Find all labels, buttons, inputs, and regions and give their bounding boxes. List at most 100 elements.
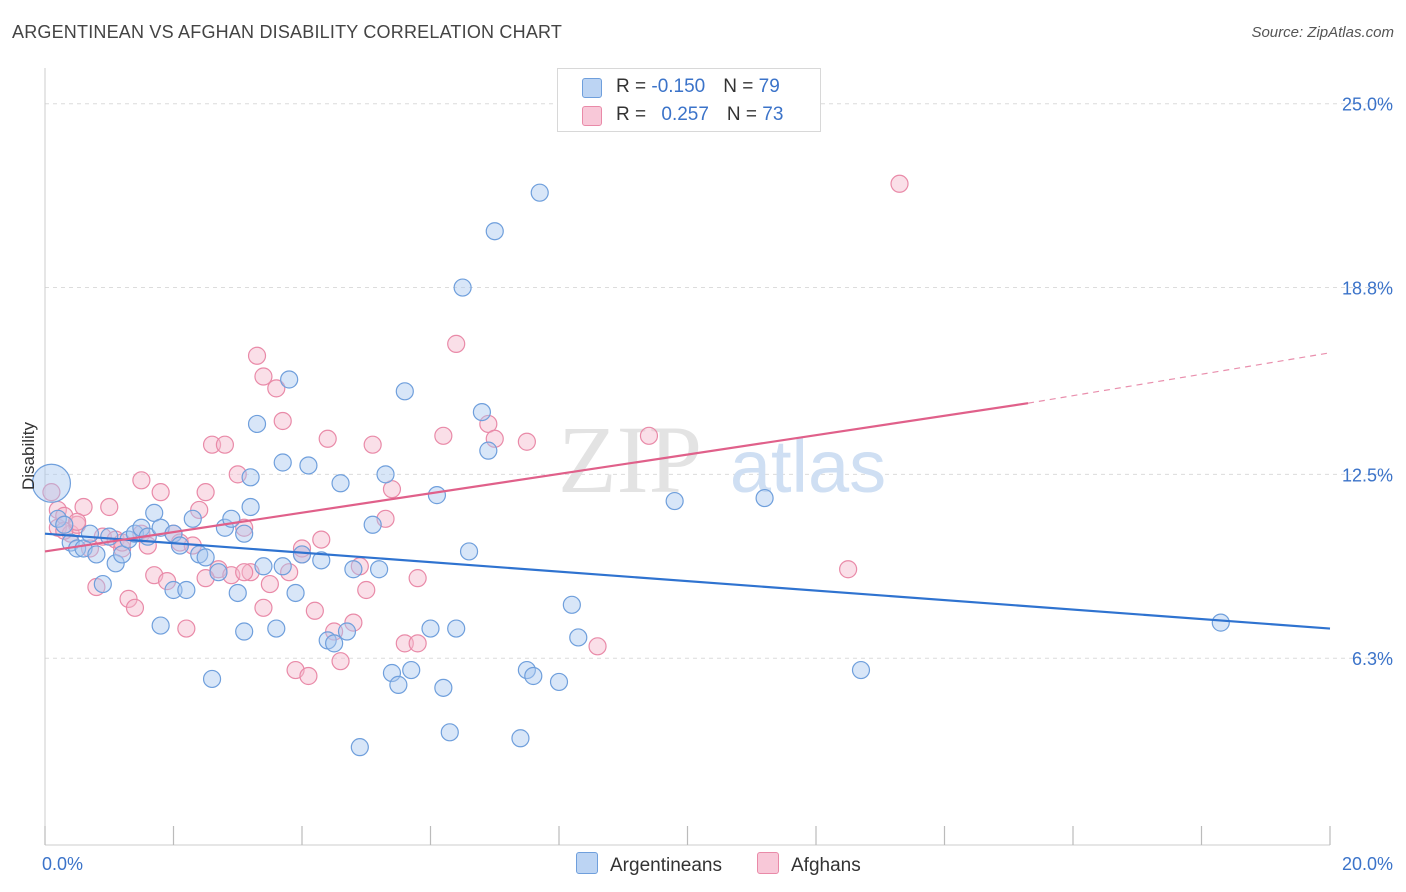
afghan-point: [331, 652, 350, 671]
argentinean-point: [254, 557, 273, 576]
afghan-point: [215, 435, 234, 454]
argentinean-point: [241, 468, 260, 487]
y-tick-label: 6.3%: [1352, 649, 1393, 669]
argentinean-point: [337, 622, 357, 641]
legend-n-value-1: 79: [758, 76, 780, 97]
bottom-legend-swatch-blue: [576, 852, 598, 874]
legend-r-value-2: 0.257: [661, 104, 709, 125]
argentinean-point: [440, 723, 459, 742]
afghan-point: [202, 435, 222, 454]
argentinean-point: [80, 524, 100, 543]
argentinean-point: [389, 675, 408, 694]
afghan-point: [312, 530, 331, 549]
argentinean-point: [530, 183, 549, 202]
argentinean-point: [524, 666, 543, 686]
argentinean-point: [395, 382, 414, 401]
argentinean-point: [459, 542, 479, 561]
legend-text-1: R = -0.150 N = 79: [616, 76, 780, 98]
argentinean-point: [851, 660, 871, 680]
argentinean-point: [350, 738, 369, 757]
argentineans-trend-line: [44, 532, 1331, 630]
afghan-point: [254, 598, 273, 617]
argentinean-point: [434, 678, 453, 697]
afghan-point: [318, 429, 337, 448]
argentineans-points: [31, 183, 1230, 757]
argentinean-point: [273, 557, 292, 576]
argentinean-point: [247, 414, 267, 434]
y-axis-label: Disability: [19, 421, 38, 490]
afghan-point: [357, 580, 376, 600]
legend-swatch-blue: [582, 78, 602, 98]
afghan-point: [190, 500, 209, 520]
tick-labels: 6.3% 12.5% 18.8% 25.0% 0.0% 20.0%: [42, 95, 1393, 874]
y-tick-label: 12.5%: [1342, 465, 1393, 485]
argentinean-point: [325, 634, 344, 653]
afghan-point: [132, 471, 151, 490]
afghan-point: [254, 367, 273, 386]
argentinean-point: [151, 616, 170, 635]
argentinean-point: [382, 663, 402, 683]
argentinean-point: [228, 583, 247, 603]
bottom-legend-label-afghans: Afghans: [791, 855, 861, 876]
argentinean-point: [87, 545, 106, 564]
afghan-point: [151, 483, 170, 502]
argentinean-point: [511, 729, 530, 748]
bottom-legend-label-argentineans: Argentineans: [610, 855, 722, 876]
argentinean-point: [209, 563, 228, 582]
afghan-point: [247, 346, 267, 365]
legend-r-label-1: R =: [616, 76, 652, 97]
afghan-point: [639, 426, 659, 445]
x-tick-label: 0.0%: [42, 854, 83, 874]
bottom-legend-swatch-pink: [757, 852, 779, 874]
argentinean-point: [363, 515, 382, 534]
afghan-point: [260, 574, 279, 594]
afghans-points: [42, 174, 909, 686]
argentinean-point: [164, 580, 183, 600]
argentinean-point: [453, 278, 472, 297]
argentinean-point: [106, 554, 125, 573]
argentinean-point: [479, 441, 498, 460]
argentinean-point: [196, 548, 215, 567]
argentinean-point: [665, 491, 684, 511]
correlation-legend: R = -0.150 N = 79 R = 0.257 N = 73: [557, 68, 821, 132]
legend-r-label-2: R =: [616, 104, 652, 125]
afghan-point: [485, 429, 504, 448]
afghan-point: [839, 560, 858, 579]
argentinean-point: [421, 619, 440, 638]
legend-n-label-2: N =: [726, 104, 763, 125]
afghan-point: [235, 518, 254, 537]
argentinean-point: [402, 660, 421, 680]
argentinean-point: [569, 628, 588, 647]
afghan-point: [273, 411, 292, 431]
afghan-point: [157, 572, 177, 591]
afghan-point: [395, 634, 414, 653]
afghan-point: [588, 637, 607, 656]
afghan-point: [119, 589, 138, 608]
legend-text-2: R = 0.257 N = 73: [616, 104, 783, 126]
afghan-point: [42, 483, 61, 502]
y-tick-label: 18.8%: [1342, 279, 1393, 299]
argentinean-point: [755, 488, 774, 508]
bottom-legend-argentineans: Argentineans: [576, 852, 722, 877]
argentinean-point: [286, 583, 305, 603]
afghan-point: [434, 426, 453, 445]
afghan-point: [408, 569, 427, 588]
argentinean-point: [235, 524, 254, 543]
legend-swatch-pink: [582, 106, 602, 126]
argentinean-point: [273, 453, 292, 472]
afghan-point: [299, 666, 318, 686]
legend-n-value-2: 73: [762, 104, 784, 125]
argentinean-point: [344, 560, 363, 579]
argentinean-point: [331, 474, 350, 493]
argentinean-point: [241, 497, 260, 517]
source-label: Source: ZipAtlas.com: [1251, 24, 1394, 41]
argentinean-point: [183, 509, 202, 528]
afghan-point: [517, 432, 536, 451]
argentinean-point: [1211, 613, 1230, 632]
afghan-point: [177, 619, 196, 638]
argentinean-point: [202, 669, 222, 689]
argentinean-point: [472, 402, 491, 422]
argentinean-point: [312, 551, 331, 570]
bottom-legend-afghans: Afghans: [757, 852, 861, 877]
